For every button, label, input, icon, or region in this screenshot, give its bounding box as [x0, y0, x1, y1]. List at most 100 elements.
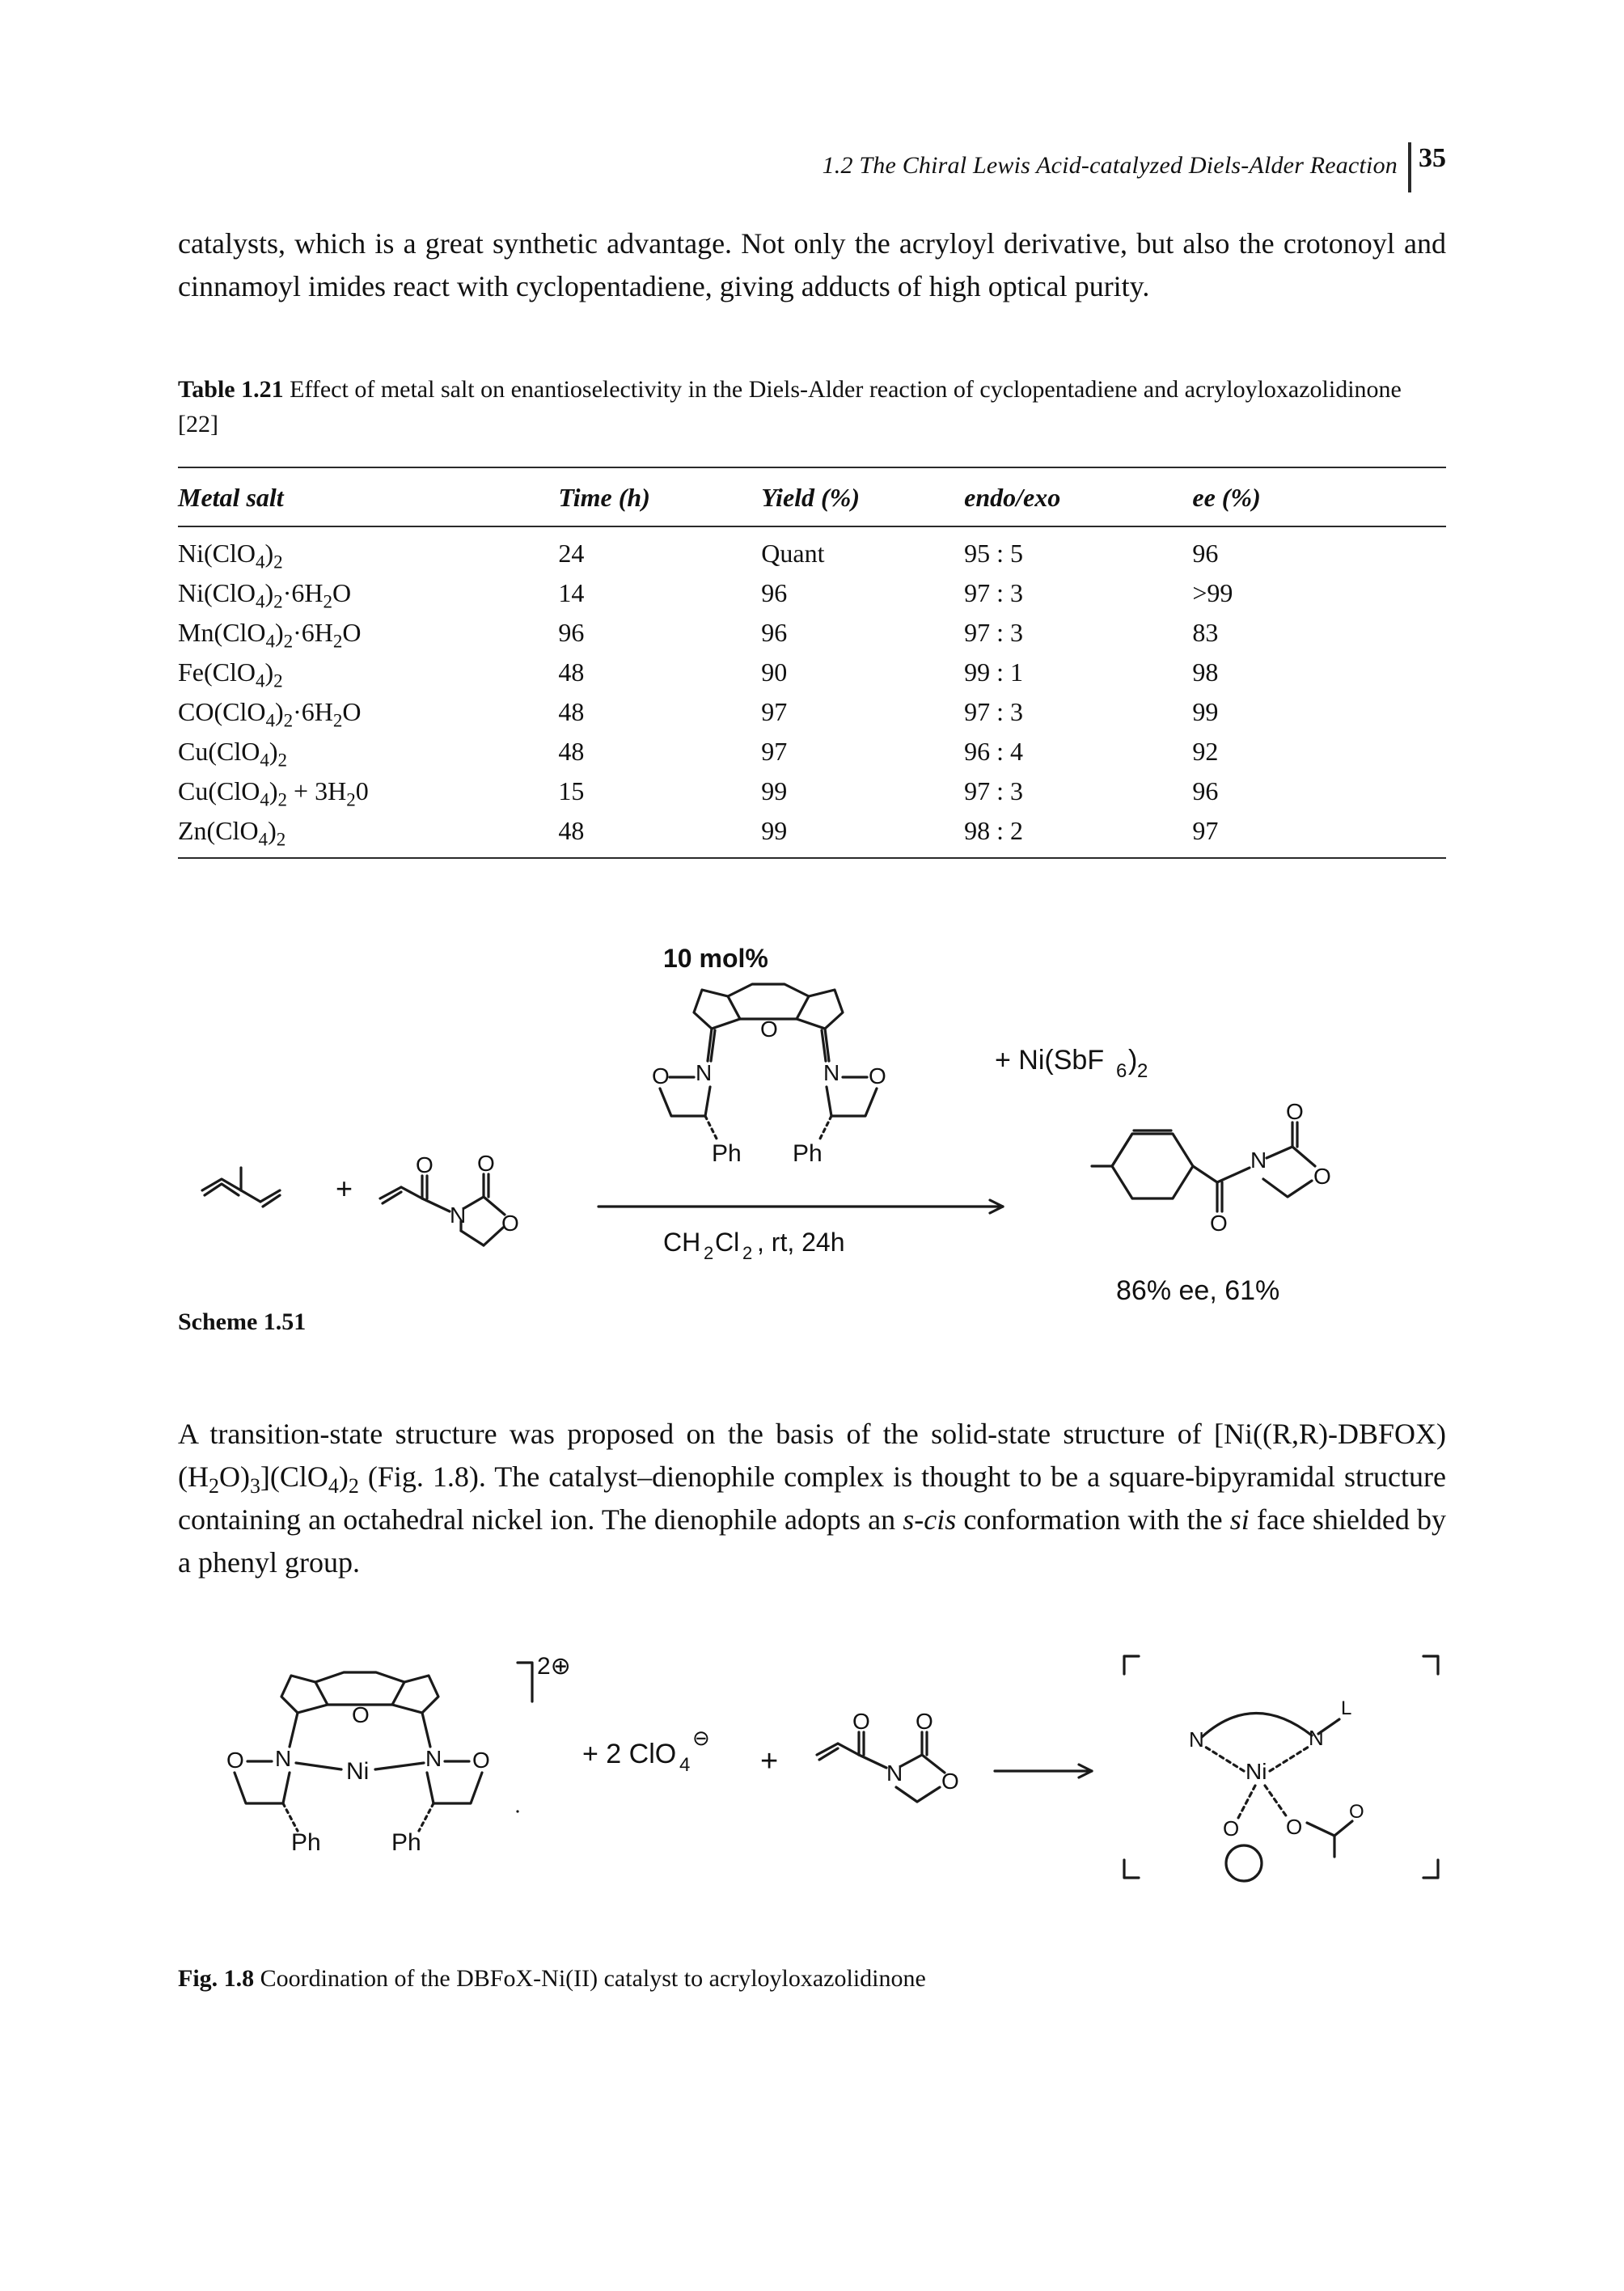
- svg-text:N: N: [275, 1746, 291, 1771]
- svg-text:O: O: [501, 1211, 519, 1236]
- svg-text:6: 6: [1116, 1060, 1127, 1082]
- page-number: 35: [1419, 143, 1446, 174]
- th-yield: Yield (%): [761, 467, 964, 526]
- svg-text:O: O: [226, 1748, 244, 1773]
- cell-ee: 96: [1192, 526, 1446, 573]
- table-caption-text: Effect of metal salt on enantioselectivi…: [178, 376, 1402, 438]
- header-divider: [1408, 142, 1411, 192]
- svg-text:Ni: Ni: [346, 1758, 369, 1785]
- figure-svg: O N O Ph N O Ph: [178, 1650, 1446, 1941]
- cell-time: 48: [558, 653, 761, 692]
- cell-endo-exo: 97 : 3: [964, 573, 1192, 613]
- table-row: Ni(ClO4)224Quant95 : 596: [178, 526, 1446, 573]
- th-time: Time (h): [558, 467, 761, 526]
- cell-ee: 98: [1192, 653, 1446, 692]
- svg-text:O: O: [1286, 1099, 1304, 1124]
- svg-text:N: N: [886, 1761, 903, 1786]
- cell-time: 48: [558, 692, 761, 732]
- cell-endo-exo: 99 : 1: [964, 653, 1192, 692]
- cell-yield: 96: [761, 573, 964, 613]
- svg-text:O: O: [941, 1769, 959, 1794]
- svg-text:4: 4: [679, 1754, 690, 1776]
- table-row: Fe(ClO4)2489099 : 198: [178, 653, 1446, 692]
- svg-text:O: O: [1313, 1164, 1331, 1189]
- svg-text:2: 2: [742, 1243, 752, 1263]
- svg-text:+ Ni(SbF: + Ni(SbF: [995, 1045, 1104, 1076]
- svg-text:+: +: [336, 1172, 353, 1205]
- svg-text:O: O: [916, 1709, 933, 1734]
- svg-text:CH: CH: [663, 1228, 700, 1257]
- cell-time: 48: [558, 732, 761, 771]
- cell-ee: 96: [1192, 771, 1446, 811]
- table-caption: Table 1.21 Effect of metal salt on enant…: [178, 372, 1446, 442]
- cell-yield: 90: [761, 653, 964, 692]
- cell-endo-exo: 96 : 4: [964, 732, 1192, 771]
- svg-text:O: O: [869, 1063, 886, 1088]
- table-row: Mn(ClO4)2·6H2O969697 : 383: [178, 613, 1446, 653]
- svg-text:L: L: [1341, 1697, 1351, 1719]
- cell-yield: 99: [761, 771, 964, 811]
- svg-text:O: O: [472, 1748, 490, 1773]
- svg-text:N: N: [1189, 1727, 1204, 1752]
- svg-text:Ni: Ni: [1245, 1759, 1267, 1784]
- svg-text:): ): [1128, 1045, 1137, 1076]
- cell-metal-salt: Ni(ClO4)2·6H2O: [178, 573, 558, 613]
- scheme-1-51: + O N O: [178, 932, 1446, 1336]
- svg-text:N: N: [823, 1060, 839, 1085]
- svg-text:, rt, 24h: , rt, 24h: [757, 1228, 845, 1257]
- svg-text:O: O: [1349, 1801, 1364, 1823]
- svg-text:Ph: Ph: [712, 1140, 742, 1167]
- cell-endo-exo: 97 : 3: [964, 692, 1192, 732]
- svg-text:O: O: [1210, 1211, 1228, 1236]
- svg-text:N: N: [696, 1060, 712, 1085]
- cell-metal-salt: Cu(ClO4)2: [178, 732, 558, 771]
- th-ee: ee (%): [1192, 467, 1446, 526]
- svg-text:Ph: Ph: [391, 1829, 421, 1856]
- cell-time: 96: [558, 613, 761, 653]
- table-row: Ni(ClO4)2·6H2O149697 : 3>99: [178, 573, 1446, 613]
- table-row: Cu(ClO4)2489796 : 492: [178, 732, 1446, 771]
- svg-text:2⊕: 2⊕: [537, 1653, 571, 1680]
- cell-yield: Quant: [761, 526, 964, 573]
- figure-caption: Fig. 1.8 Coordination of the DBFoX-Ni(II…: [178, 1965, 926, 1993]
- table-metal-salt: Metal salt Time (h) Yield (%) endo/exo e…: [178, 467, 1446, 859]
- cell-time: 48: [558, 811, 761, 858]
- cell-metal-salt: Zn(ClO4)2: [178, 811, 558, 858]
- svg-text:N: N: [450, 1203, 466, 1228]
- cell-yield: 97: [761, 732, 964, 771]
- svg-text:O: O: [1286, 1815, 1302, 1839]
- cell-metal-salt: Cu(ClO4)2 + 3H20: [178, 771, 558, 811]
- svg-text:Ph: Ph: [291, 1829, 321, 1856]
- svg-text:N: N: [1250, 1148, 1267, 1173]
- svg-text:O: O: [477, 1151, 495, 1176]
- svg-text:N: N: [1309, 1726, 1324, 1750]
- running-head: 1.2 The Chiral Lewis Acid-catalyzed Diel…: [823, 152, 1398, 180]
- svg-text:2: 2: [704, 1243, 713, 1263]
- table-row: CO(ClO4)2·6H2O489797 : 399: [178, 692, 1446, 732]
- svg-text:N: N: [425, 1746, 442, 1771]
- svg-text:2: 2: [1137, 1060, 1148, 1082]
- cell-ee: 99: [1192, 692, 1446, 732]
- scheme-label: Scheme 1.51: [178, 1308, 306, 1336]
- cell-time: 14: [558, 573, 761, 613]
- svg-text:O: O: [352, 1702, 370, 1727]
- scheme-svg: + O N O: [178, 932, 1446, 1312]
- figure-1-8: O N O Ph N O Ph: [178, 1650, 1446, 1989]
- svg-text:O: O: [852, 1709, 870, 1734]
- cell-metal-salt: Mn(ClO4)2·6H2O: [178, 613, 558, 653]
- svg-text:+ 2 ClO: + 2 ClO: [582, 1739, 676, 1769]
- cell-ee: 97: [1192, 811, 1446, 858]
- cell-yield: 97: [761, 692, 964, 732]
- svg-text:O: O: [760, 1017, 778, 1042]
- svg-text:10 mol%: 10 mol%: [663, 944, 768, 973]
- th-metal-salt: Metal salt: [178, 467, 558, 526]
- svg-text:O: O: [652, 1063, 670, 1088]
- figure-caption-text: Coordination of the DBFoX-Ni(II) catalys…: [254, 1965, 926, 1992]
- table-caption-number: Table 1.21: [178, 376, 284, 403]
- svg-text:+: +: [760, 1744, 778, 1778]
- cell-time: 24: [558, 526, 761, 573]
- cell-yield: 96: [761, 613, 964, 653]
- table-row: Cu(ClO4)2 + 3H20159997 : 396: [178, 771, 1446, 811]
- svg-text:O: O: [416, 1152, 433, 1177]
- svg-text:Ph: Ph: [793, 1140, 823, 1167]
